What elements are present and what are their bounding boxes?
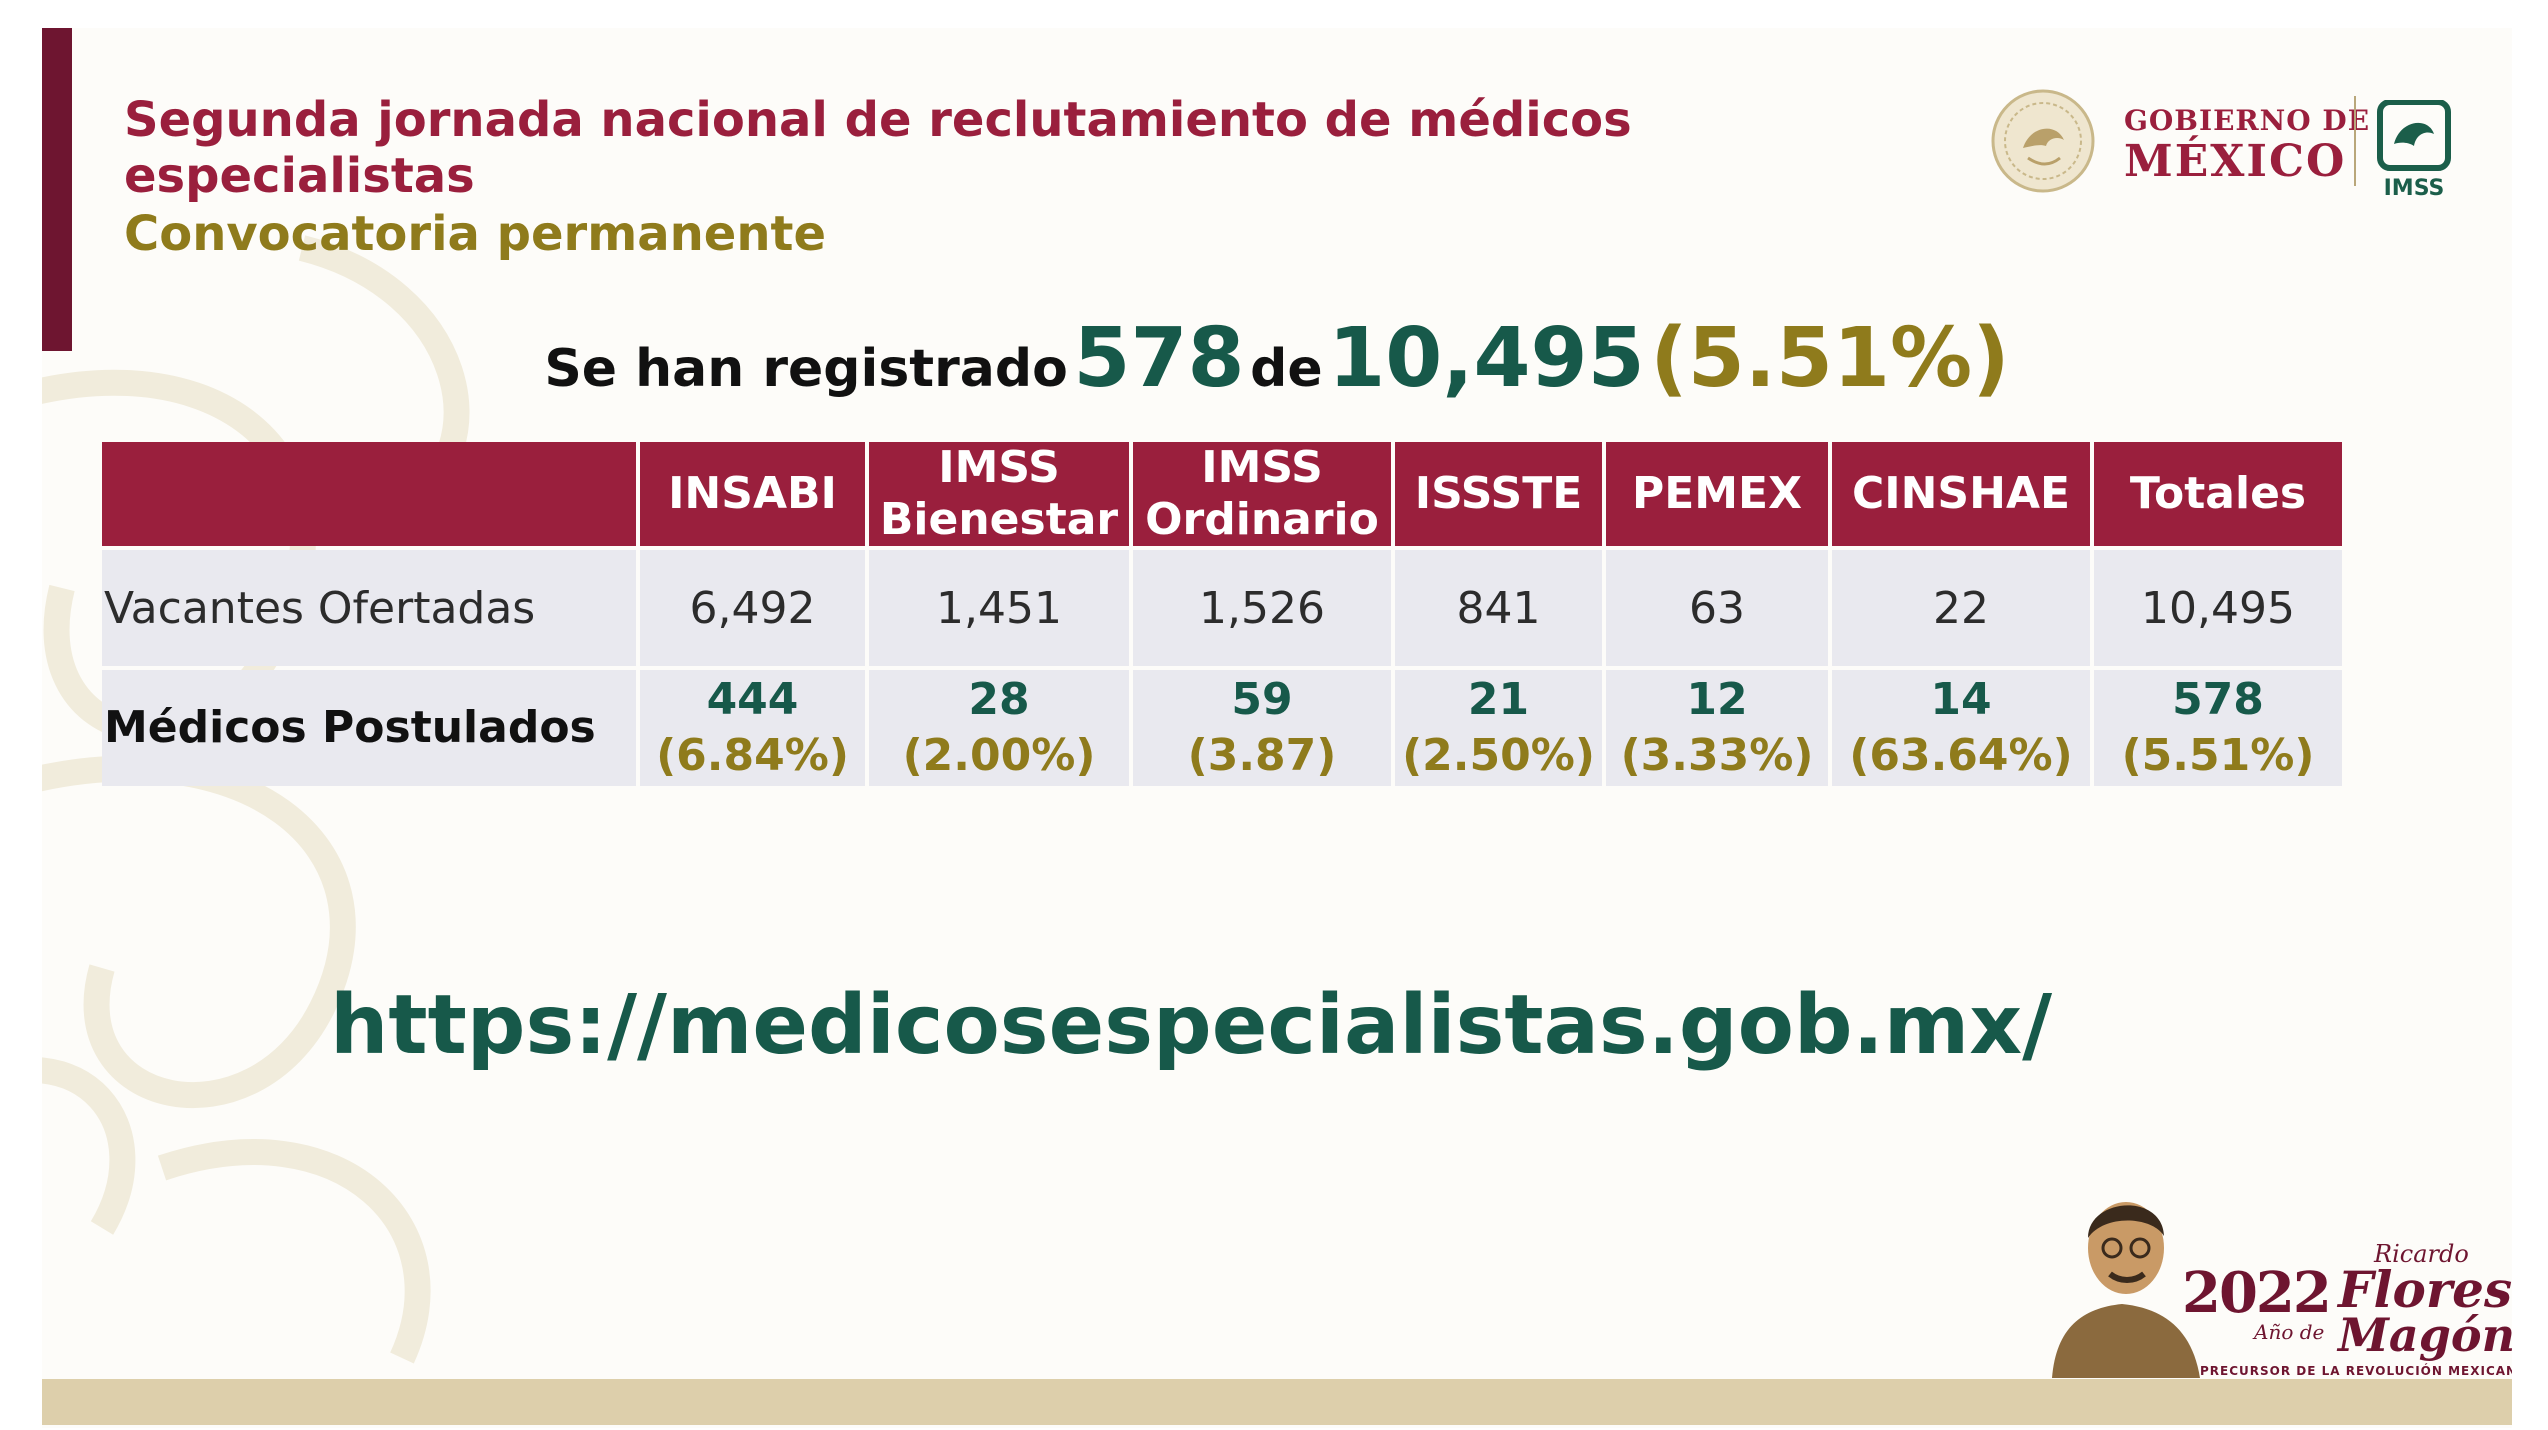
anniversary-logo: 2022 Año de Ricardo Flores Magón PRECURS…	[2042, 1178, 2512, 1378]
table-header-row: INSABI IMSS Bienestar IMSS Ordinario ISS…	[102, 442, 2342, 546]
postulados-count: 14	[1930, 674, 1992, 725]
header-insabi: INSABI	[640, 442, 865, 546]
postulados-cinshae: 14 (63.64%)	[1832, 670, 2090, 786]
anniversary-caption: PRECURSOR DE LA REVOLUCIÓN MEXICANA	[2200, 1364, 2512, 1378]
postulados-insabi: 444 (6.84%)	[640, 670, 865, 786]
postulados-count: 444	[706, 674, 799, 725]
postulados-imss-ordinario: 59 (3.87)	[1133, 670, 1391, 786]
accent-bar	[42, 28, 72, 351]
headline-total: 10,495	[1328, 311, 1645, 406]
postulados-percent: (2.50%)	[1402, 730, 1595, 781]
postulados-count: 21	[1467, 674, 1530, 725]
gobierno-imss-logo: GOBIERNO DE MÉXICO IMSS	[1962, 86, 2502, 206]
anniversary-ano-de: Año de	[2254, 1320, 2325, 1344]
imss-eagle-icon	[2377, 100, 2451, 171]
header-imss-bienestar: IMSS Bienestar	[869, 442, 1129, 546]
postulados-totales: 578 (5.51%)	[2094, 670, 2342, 786]
headline-prefix: Se han registrado	[544, 339, 1068, 399]
vacantes-pemex: 63	[1606, 550, 1828, 666]
anniversary-name-first: Ricardo	[2374, 1240, 2469, 1268]
footer-band	[42, 1379, 2512, 1425]
postulados-count: 578	[2172, 674, 2264, 725]
vacantes-imss-ordinario: 1,526	[1133, 550, 1391, 666]
anniversary-year: 2022	[2182, 1260, 2332, 1326]
vacantes-imss-bienestar: 1,451	[869, 550, 1129, 666]
mexico-seal-icon	[1991, 89, 2095, 193]
header-cell-empty	[102, 442, 636, 546]
postulados-count: 12	[1686, 674, 1748, 725]
postulados-pemex: 12 (3.33%)	[1606, 670, 1828, 786]
vacantes-totales: 10,495	[2094, 550, 2342, 666]
headline-registered: 578	[1073, 311, 1245, 406]
portrait-illustration-icon	[2052, 1202, 2200, 1378]
table-row-vacantes: Vacantes Ofertadas 6,492 1,451 1,526 841…	[102, 550, 2342, 666]
postulados-percent: (3.33%)	[1620, 730, 1814, 781]
postulados-count: 59	[1231, 674, 1293, 725]
vacantes-cinshae: 22	[1832, 550, 2090, 666]
headline-connector: de	[1250, 339, 1323, 399]
postulados-percent: (5.51%)	[2121, 730, 2315, 781]
gobierno-label: GOBIERNO DE	[2124, 104, 2371, 137]
slide: Segunda jornada nacional de reclutamient…	[42, 28, 2512, 1428]
header-issste: ISSSTE	[1395, 442, 1602, 546]
registration-url-link[interactable]: https://medicosespecialistas.gob.mx/	[330, 978, 2053, 1073]
postulados-percent: (63.64%)	[1849, 730, 2073, 781]
anniversary-name-mid: Flores	[2338, 1260, 2512, 1319]
header-imss-ordinario: IMSS Ordinario	[1133, 442, 1391, 546]
header-totales: Totales	[2094, 442, 2342, 546]
headline-percent: (5.51%)	[1650, 311, 2010, 406]
logo-divider	[2354, 96, 2356, 186]
vacantes-issste: 841	[1395, 550, 1602, 666]
postulados-issste: 21 (2.50%)	[1395, 670, 1602, 786]
page-subtitle: Convocatoria permanente	[124, 206, 827, 262]
row-label-vacantes: Vacantes Ofertadas	[102, 550, 636, 666]
table-row-postulados: Médicos Postulados 444 (6.84%) 28 (2.00%…	[102, 670, 2342, 786]
header-cinshae: CINSHAE	[1832, 442, 2090, 546]
row-label-postulados: Médicos Postulados	[102, 670, 636, 786]
postulados-imss-bienestar: 28 (2.00%)	[869, 670, 1129, 786]
postulados-percent: (6.84%)	[656, 730, 849, 781]
postulados-percent: (3.87)	[1187, 730, 1337, 781]
page-title: Segunda jornada nacional de reclutamient…	[124, 92, 1632, 204]
header-pemex: PEMEX	[1606, 442, 1828, 546]
imss-label: IMSS	[2383, 176, 2445, 201]
vacantes-insabi: 6,492	[640, 550, 865, 666]
postulados-percent: (2.00%)	[902, 730, 1096, 781]
postulados-count: 28	[968, 674, 1030, 725]
recruitment-table: INSABI IMSS Bienestar IMSS Ordinario ISS…	[98, 438, 2346, 790]
mexico-label: MÉXICO	[2124, 136, 2347, 187]
registration-headline: Se han registrado 578 de 10,495 (5.51%)	[42, 311, 2512, 406]
anniversary-name-last: Magón	[2338, 1308, 2512, 1362]
